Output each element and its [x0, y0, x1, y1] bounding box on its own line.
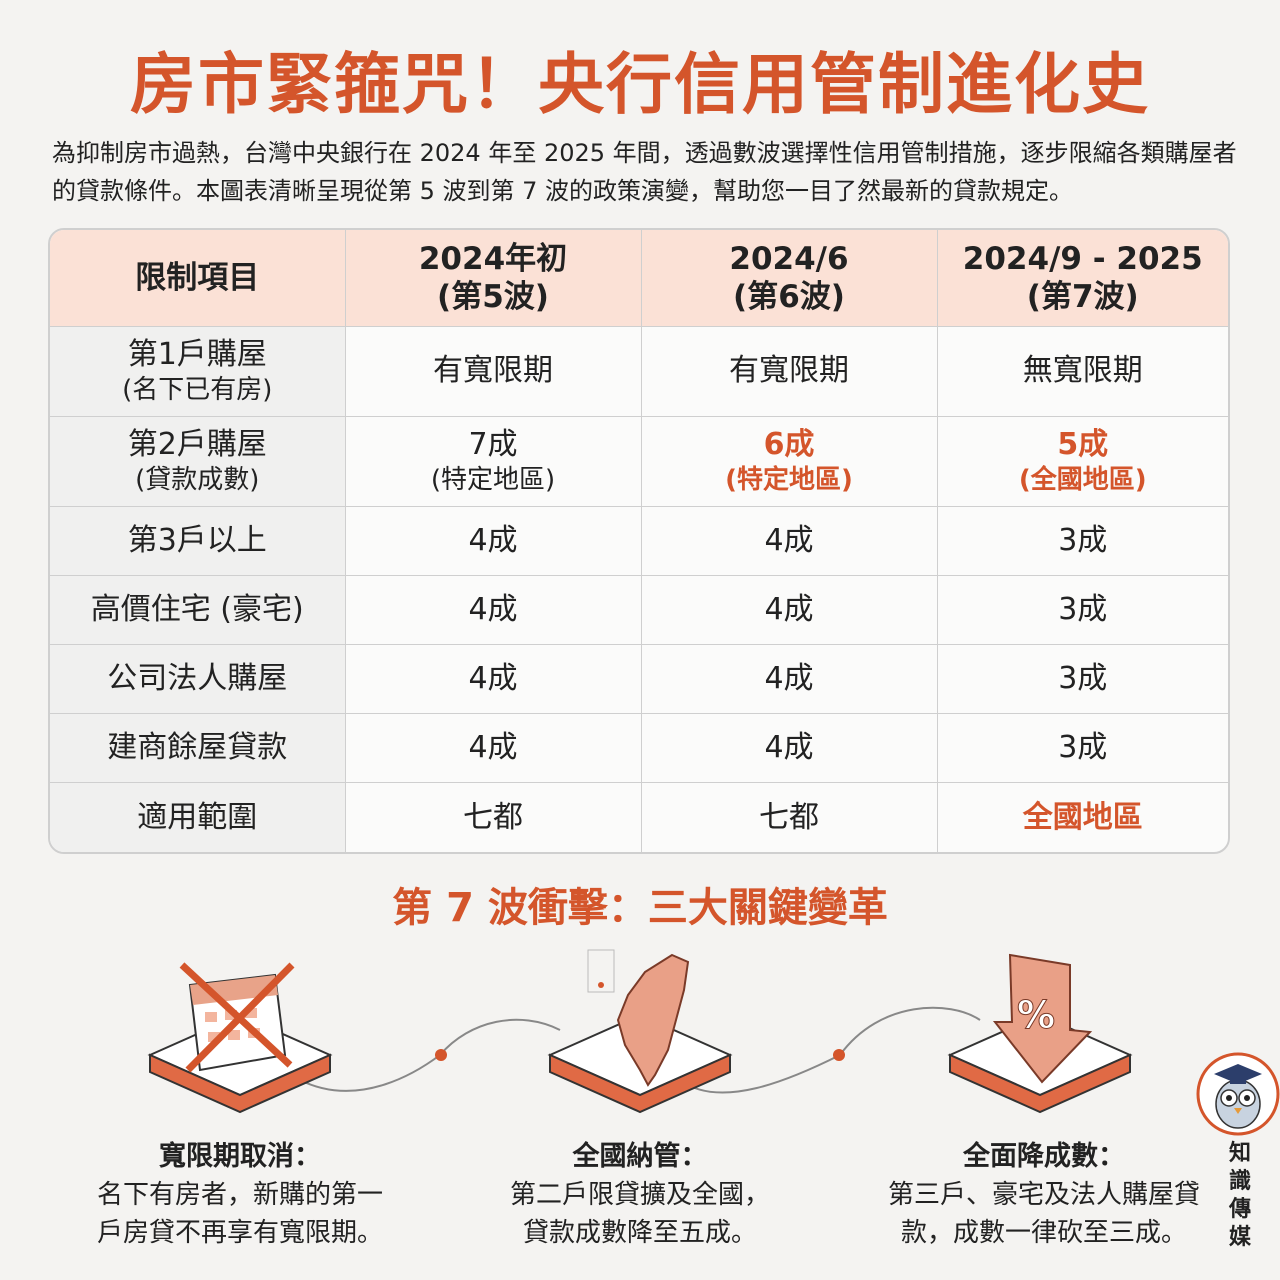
cell-value-highlight: 全國地區: [936, 782, 1228, 852]
cell-value: 4成: [640, 575, 938, 646]
cell-value: 無寬限期: [936, 325, 1228, 417]
taiwan-map-icon: [547, 949, 733, 1114]
cell-value: 4成: [344, 644, 642, 715]
cell-value: 4成: [640, 713, 938, 784]
cell-value: 有寬限期: [344, 325, 642, 417]
cell-sub: (特定地區): [430, 465, 556, 496]
header-wave5-date: 2024年初: [418, 240, 568, 277]
connector-dot-icon: [833, 1049, 845, 1061]
change-heading: 全國納管：: [572, 1141, 708, 1172]
header-wave7-label: (第7波): [1026, 278, 1139, 315]
cell-value-highlight: 6成 (特定地區): [640, 415, 938, 507]
cell-main: 5成: [1057, 427, 1109, 463]
cell-value: 4成: [640, 505, 938, 577]
policy-comparison-table: 限制項目 2024年初 (第5波) 2024/6 (第6波) 2024/9 - 20…: [48, 228, 1230, 854]
change-text-line: 戶房貸不再享有寬限期。: [96, 1218, 383, 1248]
header-wave6-date: 2024/6: [729, 240, 849, 277]
change-text-line: 款，成數一律砍至三成。: [900, 1218, 1187, 1248]
cell-sub: (全國地區): [1018, 465, 1147, 496]
table-row: 第2戶購屋 (貸款成數) 7成 (特定地區) 6成 (特定地區) 5成 (全國地區): [50, 415, 1228, 507]
brand-name: 知識傳媒: [1228, 1141, 1251, 1250]
change-text-line: 第三戶、豪宅及法人購屋貸: [887, 1180, 1200, 1210]
header-wave7-date: 2024/9 - 2025: [962, 240, 1203, 277]
header-item: 限制項目: [50, 230, 346, 327]
change-caption-grace-period: 寬限期取消： 名下有房者，新購的第一 戶房貸不再享有寬限期。: [70, 1138, 410, 1252]
percent-down-arrow-icon: %: [947, 953, 1133, 1114]
owl-graduate-logo-icon: [1196, 1052, 1280, 1136]
page-title: 房市緊箍咒！央行信用管制進化史: [130, 46, 1150, 123]
row-label: 第3戶以上: [50, 505, 346, 577]
cell-sub: (特定地區): [725, 465, 853, 496]
table-row: 第3戶以上 4成 4成 3成: [50, 505, 1228, 577]
svg-text:%: %: [1017, 993, 1055, 1037]
cell-main: 6成: [763, 427, 815, 463]
row-label-main: 第1戶購屋: [127, 337, 267, 373]
cell-value-highlight: 5成 (全國地區): [936, 415, 1228, 507]
table-row: 公司法人購屋 4成 4成 3成: [50, 644, 1228, 715]
table-row: 第1戶購屋 (名下已有房) 有寬限期 有寬限期 無寬限期: [50, 325, 1228, 417]
row-label: 第2戶購屋 (貸款成數): [50, 415, 346, 507]
row-label-sub: (貸款成數): [135, 465, 260, 496]
cell-value: 4成: [344, 713, 642, 784]
cell-value: 3成: [936, 644, 1228, 715]
cell-value: 七都: [344, 782, 642, 852]
header-wave6-label: (第6波): [733, 278, 845, 315]
table-header-row: 限制項目 2024年初 (第5波) 2024/6 (第6波) 2024/9 - 20…: [50, 230, 1228, 327]
row-label: 建商餘屋貸款: [50, 713, 346, 784]
intro-paragraph: 為抑制房市過熱，台灣中央銀行在 2024 年至 2025 年間，透過數波選擇性信…: [52, 139, 1237, 205]
cell-value: 3成: [936, 713, 1228, 784]
cell-value: 3成: [936, 575, 1228, 646]
table-row: 適用範圍 七都 七都 全國地區: [50, 782, 1228, 852]
crossed-calendar-icon: [147, 962, 333, 1114]
section-title: 第 7 波衝擊：三大關鍵變革: [392, 885, 888, 931]
header-item-label: 限制項目: [135, 259, 260, 296]
cell-main: 7成: [468, 427, 518, 463]
row-label-main: 第2戶購屋: [127, 427, 267, 463]
row-label-sub: (名下已有房): [122, 375, 273, 406]
row-label: 第1戶購屋 (名下已有房): [50, 325, 346, 417]
cell-value: 4成: [344, 505, 642, 577]
header-wave7: 2024/9 - 2025 (第7波): [936, 230, 1228, 327]
change-text-line: 第二戶限貸擴及全國，: [509, 1180, 770, 1210]
cell-value: 7成 (特定地區): [344, 415, 642, 507]
change-heading: 全面降成數：: [963, 1141, 1125, 1172]
header-wave5-label: (第5波): [437, 278, 549, 315]
cell-value: 七都: [640, 782, 938, 852]
key-changes-illustration: %: [147, 949, 1280, 1136]
row-label: 公司法人購屋: [50, 644, 346, 715]
table-row: 高價住宅 (豪宅) 4成 4成 3成: [50, 575, 1228, 646]
change-caption-nationwide: 全國納管： 第二戶限貸擴及全國， 貸款成數降至五成。: [470, 1138, 810, 1252]
change-text-line: 名下有房者，新購的第一: [96, 1180, 383, 1210]
row-label: 適用範圍: [50, 782, 346, 852]
cell-value: 4成: [640, 644, 938, 715]
cell-value: 3成: [936, 505, 1228, 577]
change-text-line: 貸款成數降至五成。: [522, 1218, 757, 1248]
change-caption-ratio-cut: 全面降成數： 第三戶、豪宅及法人購屋貸 款，成數一律砍至三成。: [866, 1138, 1222, 1252]
connector-dot-icon: [435, 1049, 447, 1061]
table-row: 建商餘屋貸款 4成 4成 3成: [50, 713, 1228, 784]
cell-value: 有寬限期: [640, 325, 938, 417]
change-heading: 寬限期取消：: [159, 1141, 321, 1172]
header-wave6: 2024/6 (第6波): [640, 230, 938, 327]
cell-value: 4成: [344, 575, 642, 646]
header-wave5: 2024年初 (第5波): [344, 230, 642, 327]
row-label: 高價住宅 (豪宅): [50, 575, 346, 646]
